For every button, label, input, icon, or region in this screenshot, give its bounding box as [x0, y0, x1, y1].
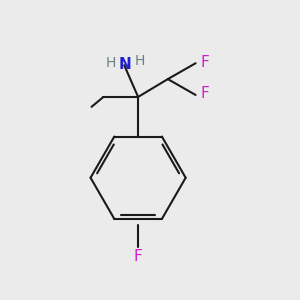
Text: F: F	[200, 55, 209, 70]
Text: F: F	[134, 248, 142, 263]
Text: H: H	[106, 56, 116, 70]
Text: N: N	[119, 57, 132, 72]
Text: H: H	[134, 54, 145, 68]
Text: F: F	[200, 86, 209, 101]
